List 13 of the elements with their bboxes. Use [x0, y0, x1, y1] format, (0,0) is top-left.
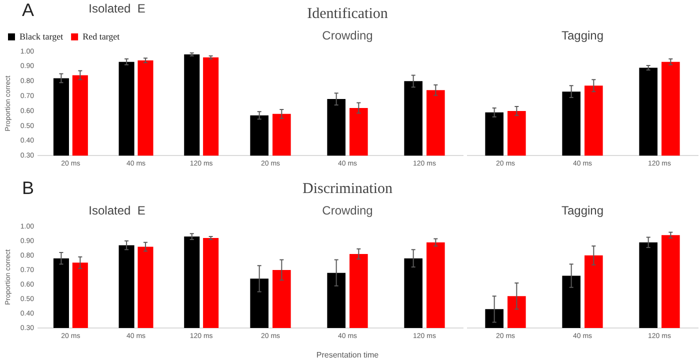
chart-subtitle: Crowding: [322, 204, 373, 218]
chart-subtitle: Crowding: [322, 28, 373, 43]
chart-title: Isolated E: [88, 204, 146, 218]
chart-title: Discrimination: [302, 180, 393, 197]
chart-title: Tagging: [561, 28, 604, 43]
text: B: [22, 178, 34, 199]
text: A: [22, 0, 34, 21]
chart-title: Tagging: [561, 204, 604, 218]
chart-title: Isolated E: [88, 2, 146, 16]
x-axis-title: Presentation time: [316, 350, 380, 360]
chart-title: Identification: [307, 6, 388, 22]
legend-label: Black target: [20, 31, 64, 42]
legend-label: Red target: [82, 31, 120, 42]
